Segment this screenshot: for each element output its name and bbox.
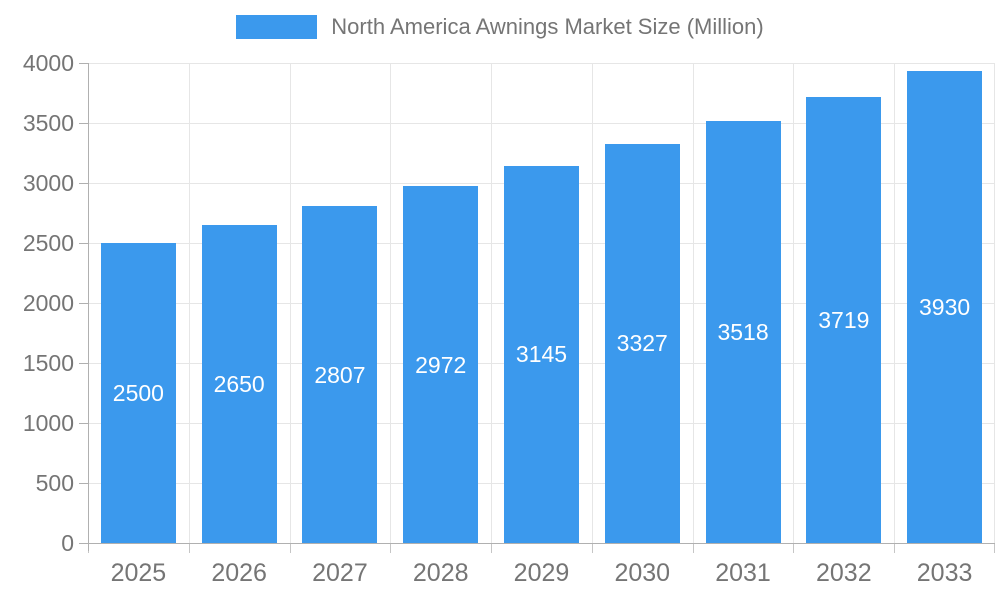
bar[interactable] [201, 225, 277, 543]
x-tick-mark [793, 543, 795, 553]
gridline-vertical [188, 63, 190, 543]
x-tick-label: 2028 [412, 559, 469, 587]
x-tick-mark [289, 543, 291, 553]
y-tick-mark [79, 423, 88, 424]
legend-swatch [236, 15, 318, 39]
gridline-vertical [591, 63, 593, 543]
bar[interactable] [403, 186, 479, 543]
bar[interactable] [504, 165, 579, 543]
y-tick-mark [79, 543, 88, 544]
y-axis-line [88, 63, 89, 551]
y-tick-label: 1000 [22, 410, 74, 436]
y-tick-label: 1500 [22, 350, 74, 376]
y-tick-label: 3500 [22, 110, 74, 136]
gridline-horizontal [88, 123, 995, 124]
x-tick-mark [994, 543, 995, 553]
x-tick-label: 2026 [211, 559, 267, 587]
y-tick-mark [79, 183, 88, 184]
x-tick-mark [390, 543, 392, 553]
bar-value-label: 3518 [717, 318, 769, 345]
y-tick-mark [79, 303, 88, 304]
gridline-horizontal [88, 63, 995, 64]
bar-value-label: 2807 [314, 361, 366, 388]
y-tick-mark [79, 483, 88, 484]
bar-value-label: 3719 [818, 306, 870, 333]
y-tick-mark [79, 123, 88, 124]
y-tick-mark [79, 243, 88, 244]
bar[interactable] [100, 243, 176, 543]
x-tick-mark [692, 543, 694, 553]
gridline-vertical [994, 63, 995, 543]
bar[interactable] [302, 206, 378, 543]
bar[interactable] [705, 120, 781, 543]
plot-area: 2500 2650 2807 2972 3145 3327 3518 3719 3930 [88, 63, 995, 543]
x-axis-line [88, 543, 995, 544]
y-tick-label: 3000 [22, 170, 74, 196]
x-tick-label: 2032 [816, 559, 872, 587]
y-tick-label: 4000 [22, 50, 74, 76]
legend-item[interactable]: North America Awnings Market Size (Milli… [236, 14, 764, 40]
y-tick-label: 0 [61, 530, 74, 556]
x-tick-label: 2033 [916, 559, 973, 587]
x-tick-mark [491, 543, 493, 553]
y-tick-label: 2500 [22, 230, 74, 256]
gridline-vertical [894, 63, 896, 543]
gridline-vertical [491, 63, 493, 543]
x-tick-mark [188, 543, 190, 553]
bar[interactable] [806, 96, 882, 543]
gridline-vertical [289, 63, 291, 543]
bar-value-label: 3327 [616, 330, 668, 357]
y-tick-mark [79, 363, 88, 364]
legend: North America Awnings Market Size (Milli… [0, 14, 1000, 40]
legend-label: North America Awnings Market Size (Milli… [331, 14, 764, 39]
bar-value-label: 3930 [919, 294, 971, 321]
x-tick-label: 2030 [614, 559, 671, 587]
gridline-vertical [793, 63, 795, 543]
bar-value-label: 2500 [112, 380, 164, 406]
x-tick-mark [591, 543, 593, 553]
x-tick-label: 2029 [513, 559, 570, 587]
bar-value-label: 3145 [515, 341, 568, 368]
x-tick-label: 2031 [715, 559, 771, 587]
bar-value-label: 2972 [415, 351, 467, 378]
y-tick-mark [79, 63, 88, 64]
gridline-vertical [692, 63, 694, 543]
y-tick-label: 500 [35, 470, 74, 496]
y-tick-label: 2000 [22, 290, 74, 316]
gridline-vertical [390, 63, 392, 543]
x-tick-label: 2025 [110, 559, 167, 587]
bar[interactable] [604, 143, 680, 543]
bar-value-label: 2650 [213, 371, 265, 397]
x-tick-label: 2027 [312, 559, 368, 587]
x-tick-mark [894, 543, 896, 553]
bar[interactable] [907, 71, 983, 543]
